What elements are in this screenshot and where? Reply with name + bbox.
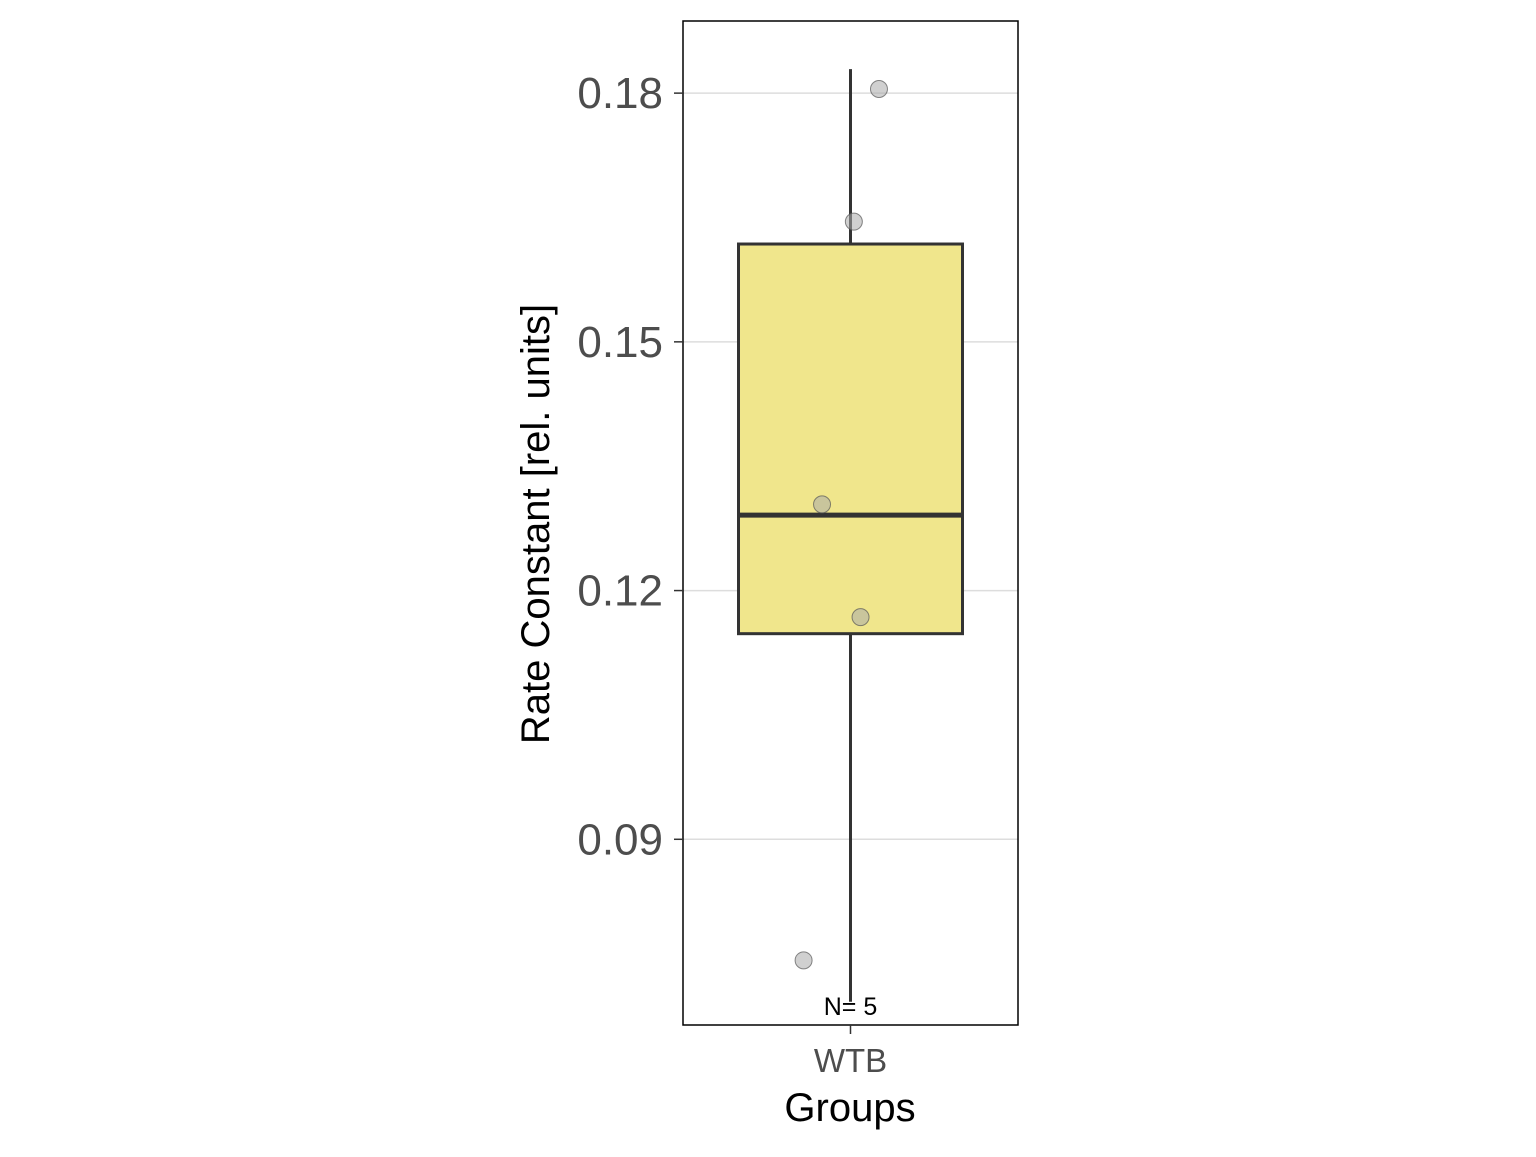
- y-tick-label: 0.15: [577, 318, 663, 367]
- x-tick-label: WTB: [814, 1042, 887, 1079]
- y-tick-label: 0.12: [577, 567, 663, 616]
- y-axis-title: Rate Constant [rel. units]: [514, 304, 558, 744]
- y-tick-label: 0.18: [577, 69, 663, 118]
- x-axis-title: Groups: [784, 1086, 915, 1130]
- box-group: N= 5: [737, 69, 964, 1021]
- n-count-label: N= 5: [824, 993, 878, 1021]
- y-axis-ticks: 0.09 0.12 0.15 0.18: [577, 69, 683, 864]
- data-point: [794, 951, 813, 970]
- data-point: [851, 608, 870, 627]
- x-axis-ticks: WTB: [814, 1025, 887, 1079]
- data-point: [844, 212, 863, 231]
- data-point: [813, 495, 832, 514]
- data-point: [869, 79, 888, 98]
- boxes: N= 5: [737, 69, 964, 1021]
- iqr-box: [737, 242, 964, 636]
- y-tick-label: 0.09: [577, 815, 663, 864]
- data-points: [794, 79, 888, 970]
